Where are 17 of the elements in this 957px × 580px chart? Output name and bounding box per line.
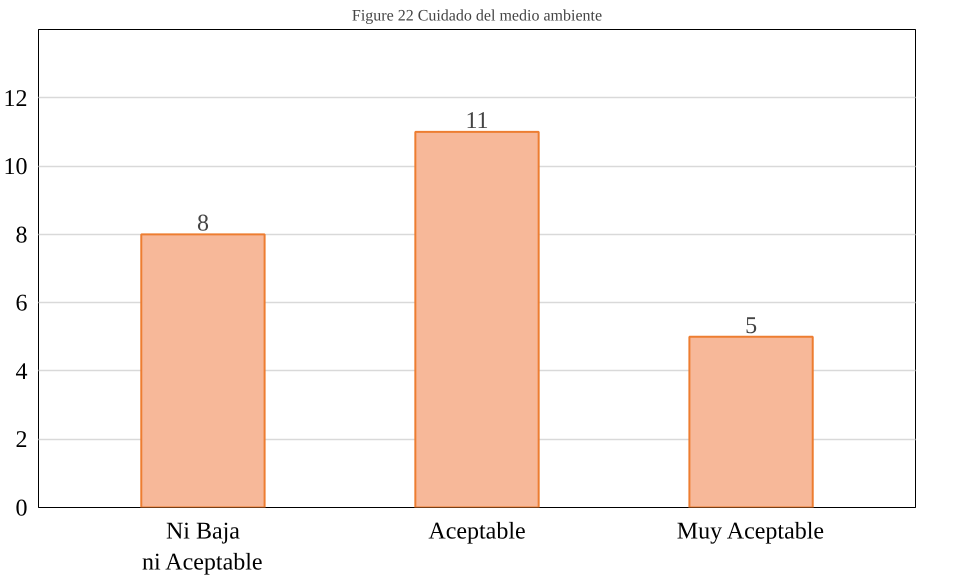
y-tick-label: 8 <box>16 222 28 248</box>
bar <box>688 336 814 508</box>
x-tick-label: Aceptable <box>428 518 526 544</box>
x-tick-label: Ni Baja ni Aceptable <box>142 518 263 576</box>
data-label: 8 <box>196 210 209 236</box>
y-tick-label: 0 <box>16 496 28 522</box>
y-tick-label: 12 <box>4 86 28 112</box>
chart-title: Figure 22 Cuidado del medio ambiente <box>352 8 602 24</box>
data-label: 5 <box>745 312 758 339</box>
y-tick-label: 10 <box>4 154 28 180</box>
bar <box>140 233 266 508</box>
bar <box>414 130 540 508</box>
data-label: 11 <box>465 108 489 134</box>
y-tick-label: 6 <box>16 290 28 317</box>
y-tick-label: 2 <box>16 427 28 454</box>
y-tick-label: 4 <box>16 358 28 385</box>
x-tick-label: Muy Aceptable <box>676 518 824 544</box>
